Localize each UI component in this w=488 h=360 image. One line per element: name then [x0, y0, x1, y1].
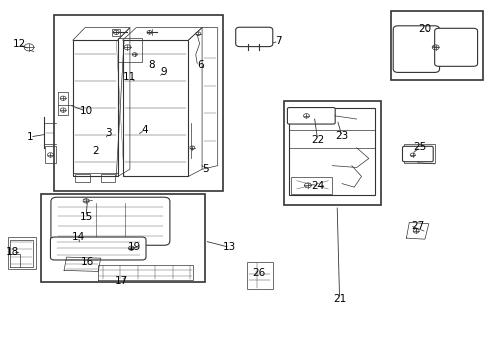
- FancyBboxPatch shape: [392, 26, 439, 72]
- Text: 1: 1: [26, 132, 33, 142]
- Bar: [44, 146, 56, 163]
- FancyBboxPatch shape: [402, 146, 432, 162]
- Text: 22: 22: [310, 135, 324, 145]
- Text: 3: 3: [104, 129, 111, 138]
- Bar: [291, 177, 331, 194]
- Text: 10: 10: [80, 106, 92, 116]
- Bar: [118, 39, 142, 62]
- Text: 13: 13: [223, 242, 236, 252]
- Bar: [404, 144, 434, 163]
- FancyBboxPatch shape: [235, 27, 272, 46]
- Text: 24: 24: [310, 181, 324, 192]
- Text: 5: 5: [202, 163, 208, 174]
- Text: 25: 25: [412, 142, 426, 152]
- Bar: [101, 174, 115, 182]
- Text: 26: 26: [252, 267, 265, 278]
- Text: 16: 16: [81, 257, 94, 267]
- FancyBboxPatch shape: [51, 197, 169, 245]
- Bar: [283, 101, 380, 205]
- Text: 19: 19: [128, 242, 141, 252]
- Bar: [390, 12, 483, 80]
- Text: 21: 21: [332, 294, 346, 304]
- Text: 27: 27: [410, 221, 424, 231]
- Bar: [122, 40, 188, 176]
- Bar: [73, 40, 118, 176]
- Bar: [246, 262, 272, 289]
- Text: 12: 12: [13, 40, 26, 49]
- Text: 9: 9: [161, 67, 167, 77]
- FancyBboxPatch shape: [434, 28, 477, 66]
- Text: 14: 14: [72, 232, 85, 242]
- Text: 17: 17: [115, 276, 128, 286]
- Text: 18: 18: [6, 247, 20, 257]
- FancyBboxPatch shape: [287, 108, 334, 124]
- Bar: [7, 237, 36, 269]
- Text: 11: 11: [123, 72, 136, 82]
- Bar: [54, 15, 222, 191]
- Bar: [75, 174, 90, 182]
- Text: 2: 2: [92, 145, 99, 156]
- Bar: [289, 108, 374, 195]
- Text: 6: 6: [197, 59, 203, 69]
- FancyBboxPatch shape: [50, 237, 146, 260]
- Text: 20: 20: [418, 24, 430, 34]
- Text: 8: 8: [148, 59, 155, 69]
- Text: 15: 15: [79, 212, 92, 222]
- Text: 23: 23: [335, 131, 348, 141]
- Text: 7: 7: [275, 36, 282, 46]
- Bar: [41, 194, 204, 282]
- Bar: [112, 29, 120, 36]
- Text: 4: 4: [141, 125, 147, 135]
